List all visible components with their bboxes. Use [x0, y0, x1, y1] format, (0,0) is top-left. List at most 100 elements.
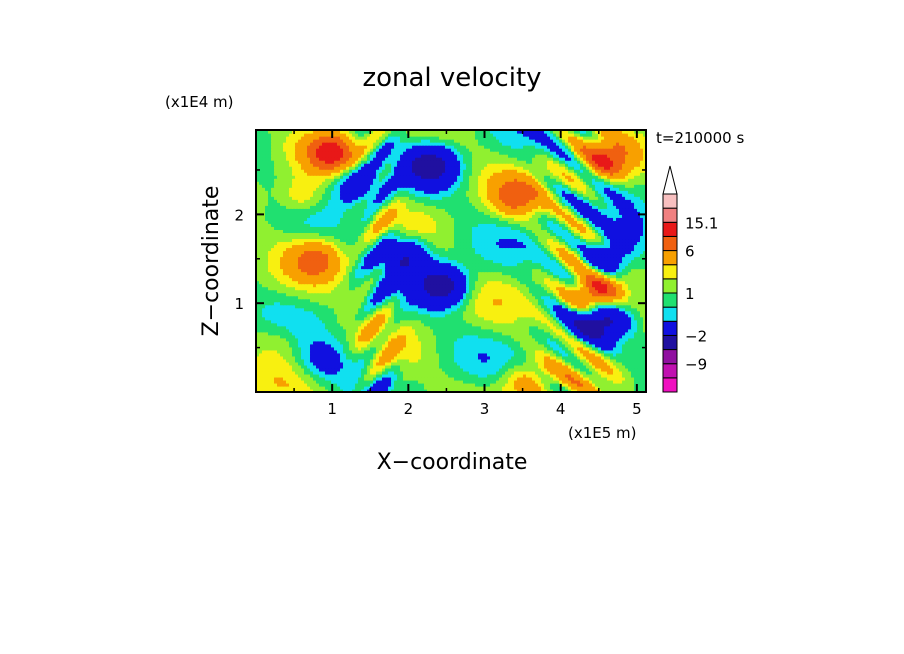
field-cell: [571, 334, 575, 339]
field-cell: [586, 292, 590, 297]
field-cell: [592, 298, 596, 303]
field-cell: [496, 337, 500, 342]
field-cell: [577, 307, 581, 312]
field-cell: [301, 349, 305, 354]
field-cell: [550, 376, 554, 381]
field-cell: [340, 295, 344, 300]
field-cell: [337, 388, 341, 393]
field-cell: [289, 331, 293, 336]
field-cell: [436, 319, 440, 324]
field-cell: [301, 277, 305, 282]
field-cell: [286, 373, 290, 378]
field-cell: [277, 289, 281, 294]
field-cell: [610, 352, 614, 357]
field-cell: [604, 385, 608, 390]
field-cell: [466, 316, 470, 321]
field-cell: [325, 337, 329, 342]
field-cell: [598, 304, 602, 309]
field-cell: [598, 364, 602, 369]
field-cell: [457, 364, 461, 369]
field-cell: [484, 298, 488, 303]
field-cell: [397, 298, 401, 303]
field-cell: [586, 349, 590, 354]
field-cell: [319, 286, 323, 291]
field-cell: [277, 319, 281, 324]
field-cell: [499, 379, 503, 384]
field-cell: [397, 334, 401, 339]
field-cell: [379, 358, 383, 363]
field-cell: [358, 319, 362, 324]
field-cell: [604, 280, 608, 285]
field-cell: [295, 310, 299, 315]
field-cell: [367, 352, 371, 357]
field-cell: [349, 280, 353, 285]
field-cell: [595, 298, 599, 303]
field-cell: [325, 274, 329, 279]
field-cell: [553, 319, 557, 324]
field-cell: [397, 325, 401, 330]
field-cell: [568, 316, 572, 321]
field-cell: [568, 379, 572, 384]
field-cell: [415, 364, 419, 369]
field-cell: [466, 280, 470, 285]
field-cell: [403, 388, 407, 393]
field-cell: [424, 361, 428, 366]
field-cell: [469, 370, 473, 375]
field-cell: [370, 289, 374, 294]
field-cell: [517, 313, 521, 318]
field-cell: [346, 316, 350, 321]
field-cell: [400, 313, 404, 318]
field-cell: [295, 331, 299, 336]
field-cell: [475, 388, 479, 393]
field-cell: [358, 277, 362, 282]
field-cell: [355, 292, 359, 297]
field-cell: [418, 334, 422, 339]
field-cell: [502, 292, 506, 297]
field-cell: [640, 280, 644, 285]
field-cell: [607, 319, 611, 324]
field-cell: [367, 349, 371, 354]
field-cell: [487, 310, 491, 315]
field-cell: [391, 370, 395, 375]
field-cell: [496, 352, 500, 357]
field-cell: [556, 325, 560, 330]
field-cell: [442, 388, 446, 393]
field-cell: [328, 373, 332, 378]
field-cell: [265, 373, 269, 378]
field-cell: [283, 298, 287, 303]
field-cell: [286, 370, 290, 375]
field-cell: [370, 361, 374, 366]
field-cell: [523, 349, 527, 354]
field-cell: [403, 316, 407, 321]
field-cell: [283, 316, 287, 321]
field-cell: [535, 388, 539, 393]
field-cell: [475, 337, 479, 342]
field-cell: [301, 310, 305, 315]
field-cell: [562, 313, 566, 318]
field-cell: [367, 295, 371, 300]
field-cell: [391, 334, 395, 339]
field-cell: [358, 307, 362, 312]
field-cell: [295, 301, 299, 306]
field-cell: [562, 382, 566, 387]
field-cell: [478, 322, 482, 327]
field-cell: [508, 334, 512, 339]
field-cell: [574, 340, 578, 345]
field-cell: [460, 286, 464, 291]
field-cell: [355, 343, 359, 348]
field-cell: [349, 292, 353, 297]
field-cell: [463, 373, 467, 378]
field-cell: [625, 364, 629, 369]
field-cell: [448, 346, 452, 351]
field-cell: [481, 331, 485, 336]
field-cell: [583, 379, 587, 384]
field-cell: [568, 292, 572, 297]
field-cell: [289, 280, 293, 285]
field-cell: [451, 331, 455, 336]
field-cell: [268, 283, 272, 288]
field-cell: [373, 328, 377, 333]
field-cell: [484, 373, 488, 378]
field-cell: [325, 361, 329, 366]
field-cell: [436, 280, 440, 285]
field-cell: [496, 358, 500, 363]
